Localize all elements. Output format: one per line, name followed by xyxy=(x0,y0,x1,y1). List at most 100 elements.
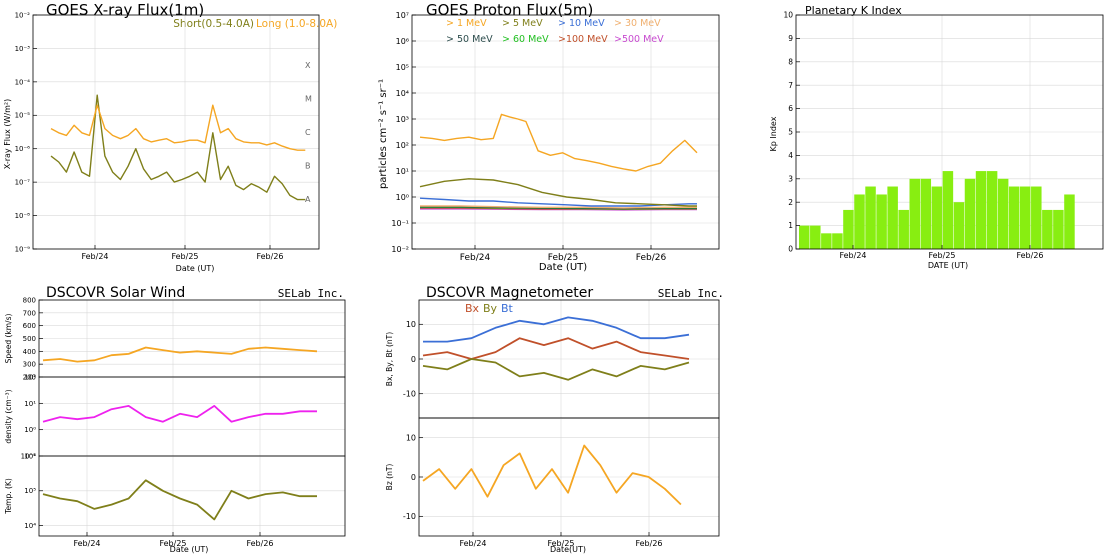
kp-ytick-label: 8 xyxy=(788,57,793,66)
magnetometer-title: DSCOVR Magnetometer xyxy=(426,285,593,301)
kp-bar xyxy=(1053,209,1064,249)
solar-wind-ytick-label: 10⁻¹ xyxy=(21,452,37,460)
xray-legend-short: Short(0.5-4.0A) xyxy=(173,18,254,30)
proton-plot-frame xyxy=(411,14,720,250)
kp-ytick-label: 3 xyxy=(788,174,793,183)
kp-ytick-label: 9 xyxy=(788,34,793,43)
proton-xtick-label: Feb/26 xyxy=(636,253,667,263)
solar-wind-ytick-label: 300 xyxy=(23,361,36,369)
proton-title: GOES Proton Flux(5m) xyxy=(426,1,593,19)
solar-wind-credit: SELab Inc. xyxy=(278,287,344,300)
magnetometer-series-line xyxy=(422,337,690,360)
proton-ytick-label: 10¹ xyxy=(396,167,409,176)
kp-bar xyxy=(1020,186,1031,249)
kp-bar xyxy=(843,209,854,249)
kp-bar xyxy=(953,202,965,249)
proton-ytick-label: 10³ xyxy=(396,115,409,124)
xray-plot-frame xyxy=(32,14,320,250)
kp-xtick-label: Feb/24 xyxy=(839,251,866,260)
magnetometer-ytick-label: 10 xyxy=(406,320,416,329)
kp-bar xyxy=(1064,194,1075,249)
kp-bar xyxy=(986,171,998,249)
kp-bar xyxy=(975,171,987,249)
kp-bar xyxy=(832,233,843,249)
solar-wind-ytick-label: 700 xyxy=(23,309,36,317)
kp-bar xyxy=(810,225,821,249)
xray-series-line-0 xyxy=(50,94,306,201)
xray-ytick-label: 10⁻⁸ xyxy=(15,212,31,220)
kp-ytick-label: 6 xyxy=(788,104,793,113)
kp-bar xyxy=(997,178,1009,249)
magnetometer-ytick-label: 0 xyxy=(411,473,416,482)
proton-legend-entry: >500 MeV xyxy=(614,34,664,45)
proton-ytick-label: 10⁴ xyxy=(396,89,409,98)
kp-bar xyxy=(931,186,943,249)
xray-ytick-label: 10⁻⁶ xyxy=(15,145,31,153)
xray-ylabel: X-ray Flux (W/m²) xyxy=(3,99,12,169)
kp-bar xyxy=(1008,186,1020,249)
magnetometer-xtick-label: Feb/24 xyxy=(459,539,486,548)
kp-ylabel: Kp Index xyxy=(769,116,778,151)
solar-wind-ytick-label: 10¹ xyxy=(24,400,36,408)
xray-ytick-label: 10⁻² xyxy=(15,11,31,19)
proton-ylabel: particles cm⁻² s⁻¹ sr⁻¹ xyxy=(378,79,389,189)
kp-bar xyxy=(942,171,954,249)
xray-flare-class-label: M xyxy=(305,95,312,104)
magnetometer-ytick-label: -10 xyxy=(403,512,416,521)
kp-ytick-label: 0 xyxy=(788,245,793,254)
kp-bar xyxy=(865,186,876,249)
xray-ytick-label: 10⁻⁵ xyxy=(15,112,31,120)
proton-ytick-label: 10⁵ xyxy=(396,63,409,72)
proton-series-line-6 xyxy=(419,178,697,207)
magnetometer-series-line xyxy=(422,358,690,381)
xray-title: GOES X-ray Flux(1m) xyxy=(46,1,204,19)
xray-flare-class-label: A xyxy=(305,195,311,204)
solar-wind-panel-ylabel: density (cm⁻³) xyxy=(4,389,13,443)
solar-wind-chart: DSCOVR Solar Wind SELab Inc. Date (UT) 2… xyxy=(4,285,346,554)
kp-bar xyxy=(1042,209,1053,249)
kp-bar xyxy=(898,209,909,249)
xray-ytick-label: 10⁻⁷ xyxy=(15,179,31,187)
proton-legend-entry: > 60 MeV xyxy=(502,34,549,45)
magnetometer-credit: SELab Inc. xyxy=(658,287,724,300)
xray-ytick-label: 10⁻⁴ xyxy=(15,78,31,86)
proton-ytick-label: 10² xyxy=(396,141,409,150)
solar-wind-ytick-label: 10⁰ xyxy=(24,426,36,434)
xray-ytick-label: 10⁻³ xyxy=(15,45,31,53)
xray-xlabel: Date (UT) xyxy=(176,264,215,273)
magnetometer-xlabel: Date(UT) xyxy=(550,545,586,554)
magnetometer-series-line xyxy=(422,444,682,506)
solar-wind-panel-frame xyxy=(38,455,346,537)
proton-xlabel: Date (UT) xyxy=(539,262,587,273)
proton-xtick-label: Feb/24 xyxy=(460,253,491,263)
solar-wind-ytick-label: 400 xyxy=(23,348,36,356)
xray-xtick-label: Feb/24 xyxy=(81,252,108,261)
proton-legend-entry: > 1 MeV xyxy=(446,18,487,29)
proton-series-line-7 xyxy=(419,113,698,172)
proton-flux-chart: GOES Proton Flux(5m) Date (UT) particles… xyxy=(378,1,720,273)
mag-legend-bx: Bx xyxy=(465,302,480,315)
solar-wind-series-line xyxy=(42,346,318,363)
kp-ytick-label: 4 xyxy=(788,151,793,160)
kp-bar xyxy=(887,186,898,249)
xray-series-line-1 xyxy=(50,104,306,151)
kp-title: Planetary K Index xyxy=(805,4,902,17)
proton-legend-entry: > 10 MeV xyxy=(558,18,605,29)
kp-bar xyxy=(821,233,832,249)
proton-series-line-4 xyxy=(420,205,697,209)
xray-legend-long: Long (1.0-8.0A) xyxy=(256,18,337,30)
kp-bar xyxy=(909,178,920,249)
proton-xtick-label: Feb/25 xyxy=(548,253,578,263)
kp-ytick-label: 5 xyxy=(788,128,793,137)
kp-bar xyxy=(799,225,810,249)
kp-bar xyxy=(920,178,932,249)
solar-wind-panel-ylabel: Temp. (K) xyxy=(4,478,13,515)
solar-wind-ytick-label: 500 xyxy=(23,335,36,343)
magnetometer-panel-ylabel: Bz (nT) xyxy=(385,464,394,491)
xray-flux-chart: GOES X-ray Flux(1m) Short(0.5-4.0A) Long… xyxy=(3,1,337,273)
kp-xtick-label: Feb/26 xyxy=(1016,251,1043,260)
kp-index-chart: Planetary K Index DATE (UT) Kp Index 0 1 2… xyxy=(769,4,1104,270)
kp-ytick-label: 1 xyxy=(788,221,793,230)
proton-legend-entry: > 30 MeV xyxy=(614,18,661,29)
